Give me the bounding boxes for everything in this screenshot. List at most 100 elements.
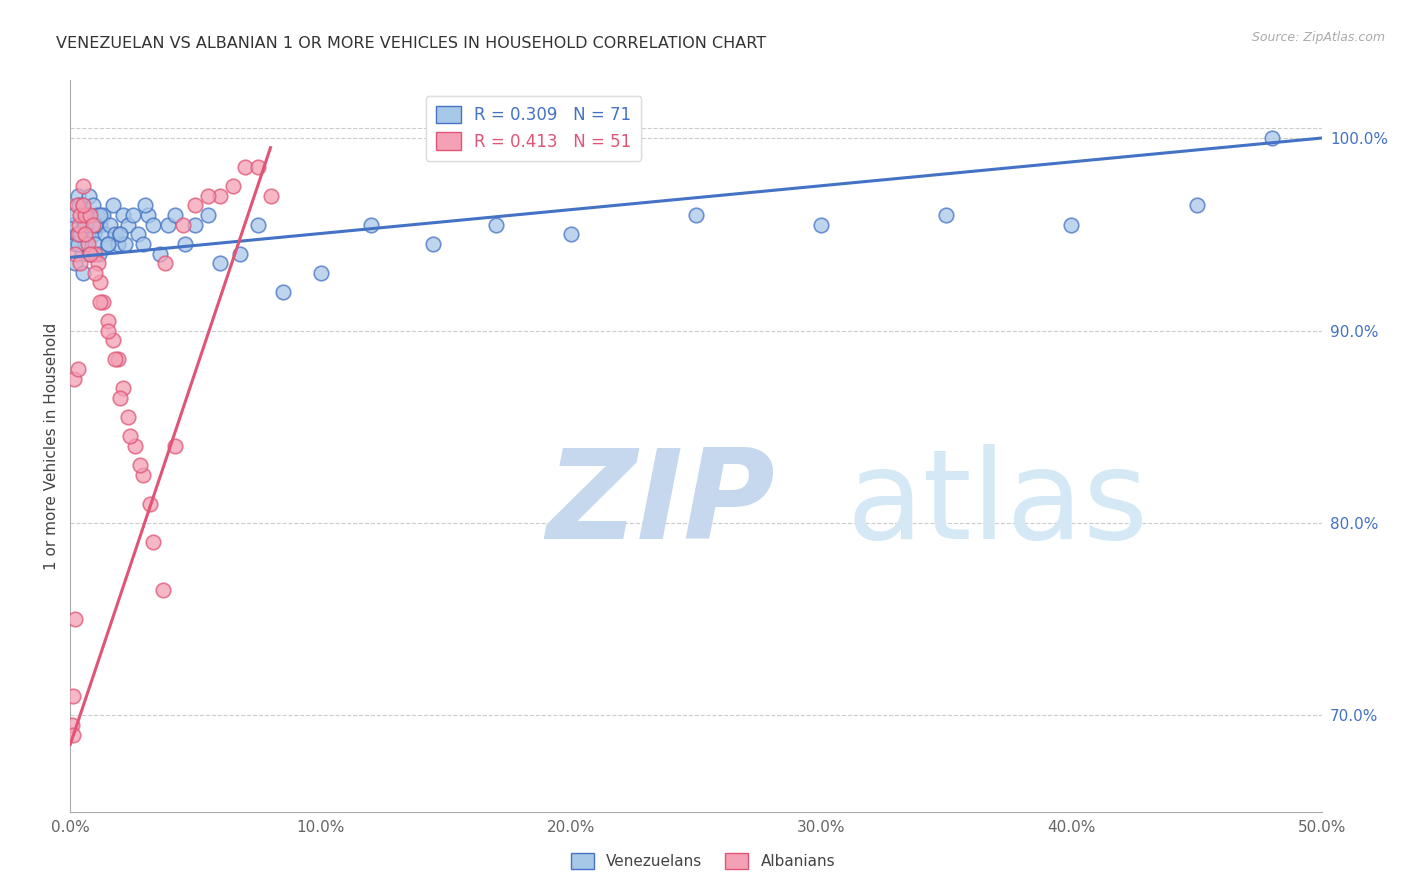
Point	[1260, 131, 1282, 145]
Point	[132, 236, 155, 251]
Point	[111, 208, 134, 222]
Point	[72, 179, 94, 194]
Point	[127, 227, 149, 242]
Point	[69, 227, 91, 242]
Point	[75, 236, 97, 251]
Point	[84, 246, 107, 260]
Point	[121, 208, 145, 222]
Point	[87, 246, 110, 260]
Point	[259, 188, 281, 202]
Point	[124, 439, 146, 453]
Point	[810, 218, 832, 232]
Point	[84, 236, 107, 251]
Point	[98, 218, 121, 232]
Point	[65, 198, 87, 212]
Point	[70, 246, 93, 260]
Point	[139, 497, 162, 511]
Point	[83, 227, 105, 242]
Point	[422, 236, 444, 251]
Text: ZIP: ZIP	[546, 444, 775, 565]
Point	[309, 266, 332, 280]
Point	[79, 246, 101, 260]
Point	[80, 246, 103, 260]
Point	[229, 246, 252, 260]
Point	[89, 208, 111, 222]
Point	[222, 179, 245, 194]
Point	[107, 236, 129, 251]
Point	[235, 160, 257, 174]
Point	[86, 208, 108, 222]
Point	[136, 208, 159, 222]
Point	[69, 256, 91, 270]
Point	[485, 218, 508, 232]
Point	[62, 218, 84, 232]
Point	[66, 362, 89, 376]
Legend: R = 0.309   N = 71, R = 0.413   N = 51: R = 0.309 N = 71, R = 0.413 N = 51	[426, 96, 641, 161]
Point	[685, 208, 707, 222]
Point	[97, 236, 120, 251]
Point	[104, 352, 127, 367]
Point	[60, 718, 83, 732]
Point	[66, 188, 89, 202]
Point	[65, 612, 87, 626]
Point	[247, 160, 270, 174]
Point	[63, 371, 86, 385]
Point	[97, 324, 120, 338]
Point	[66, 236, 89, 251]
Point	[89, 276, 111, 290]
Point	[209, 256, 232, 270]
Point	[76, 236, 98, 251]
Point	[197, 208, 219, 222]
Point	[87, 256, 110, 270]
Point	[111, 381, 134, 395]
Point	[65, 236, 87, 251]
Point	[72, 198, 94, 212]
Point	[155, 256, 177, 270]
Point	[79, 218, 101, 232]
Point	[149, 246, 172, 260]
Y-axis label: 1 or more Vehicles in Household: 1 or more Vehicles in Household	[44, 322, 59, 570]
Point	[104, 227, 127, 242]
Point	[63, 208, 86, 222]
Point	[184, 198, 207, 212]
Point	[165, 208, 187, 222]
Point	[77, 188, 100, 202]
Point	[156, 218, 179, 232]
Point	[76, 208, 98, 222]
Point	[75, 208, 97, 222]
Point	[97, 236, 120, 251]
Point	[94, 227, 117, 242]
Point	[101, 198, 124, 212]
Point	[107, 352, 129, 367]
Point	[247, 218, 270, 232]
Point	[69, 227, 91, 242]
Point	[165, 439, 187, 453]
Point	[89, 294, 111, 309]
Point	[152, 583, 174, 598]
Point	[76, 227, 98, 242]
Point	[134, 198, 156, 212]
Point	[101, 333, 124, 347]
Point	[129, 458, 152, 473]
Point	[1185, 198, 1208, 212]
Point	[75, 227, 97, 242]
Point	[120, 429, 142, 443]
Point	[84, 218, 107, 232]
Point	[142, 218, 165, 232]
Point	[114, 236, 136, 251]
Point	[142, 535, 165, 549]
Point	[91, 208, 114, 222]
Point	[87, 218, 110, 232]
Point	[360, 218, 382, 232]
Point	[209, 188, 232, 202]
Point	[89, 218, 111, 232]
Point	[65, 246, 87, 260]
Point	[79, 208, 101, 222]
Point	[560, 227, 582, 242]
Point	[184, 218, 207, 232]
Point	[174, 236, 197, 251]
Point	[62, 690, 84, 704]
Point	[82, 198, 104, 212]
Text: atlas: atlas	[846, 444, 1149, 565]
Point	[67, 198, 90, 212]
